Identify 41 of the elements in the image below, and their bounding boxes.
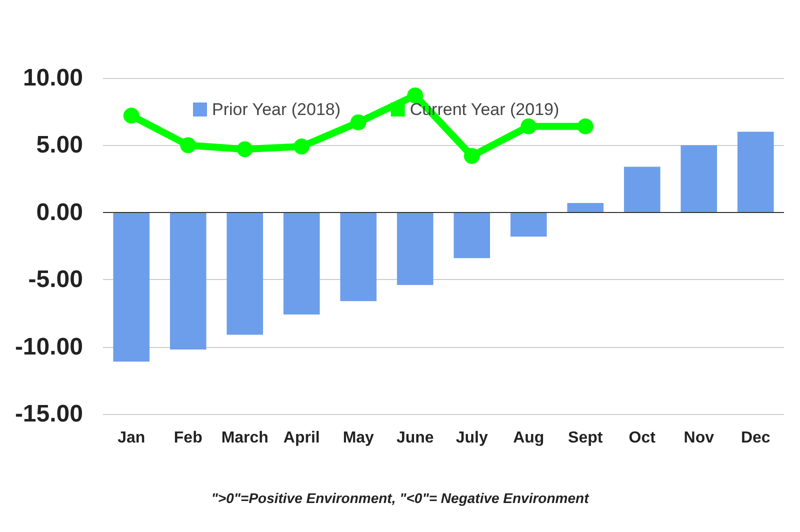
x-tick-label: April (283, 430, 320, 446)
x-tick-label: Dec (740, 430, 770, 446)
bar (454, 212, 490, 258)
bar (396, 212, 434, 285)
x-tick-label: Oct (628, 430, 656, 446)
y-tick-label: -10.00 (14, 333, 83, 360)
bar (170, 212, 206, 350)
point (407, 87, 424, 104)
point (464, 148, 480, 164)
x-tick-label: March (221, 430, 268, 446)
point (236, 141, 253, 158)
point (350, 114, 366, 130)
bar (340, 212, 377, 302)
y-tick-label: 10.00 (22, 64, 83, 92)
x-tick-label: Nov (684, 430, 714, 446)
bar (283, 212, 320, 315)
point (520, 118, 537, 134)
y-tick-label: -15.00 (14, 400, 83, 428)
point (577, 118, 594, 134)
x-tick-label: Feb (174, 430, 203, 446)
point (294, 138, 310, 155)
bar (113, 212, 150, 362)
text: ">0"=Positive Environment, "<0"= Negative Environment (211, 490, 590, 506)
bar (510, 212, 547, 237)
point (180, 137, 196, 154)
bar (226, 212, 264, 335)
legend-label: Prior Year (2018) (212, 100, 341, 119)
point (123, 108, 140, 124)
x-tick-label: June (396, 430, 434, 446)
y-tick-label: 0.00 (36, 198, 83, 226)
x-tick-label: Jan (118, 430, 146, 446)
y-tick-label: -5.00 (28, 266, 83, 294)
x-tick-label: Aug (513, 430, 544, 446)
bar (624, 166, 660, 212)
bar (567, 202, 604, 212)
x-tick-label: July (456, 430, 488, 446)
bar (680, 145, 718, 212)
y-tick-label: 5.00 (36, 132, 83, 159)
x-tick-label: May (342, 430, 374, 446)
bar (737, 132, 774, 212)
x-tick-label: Sept (568, 430, 604, 446)
